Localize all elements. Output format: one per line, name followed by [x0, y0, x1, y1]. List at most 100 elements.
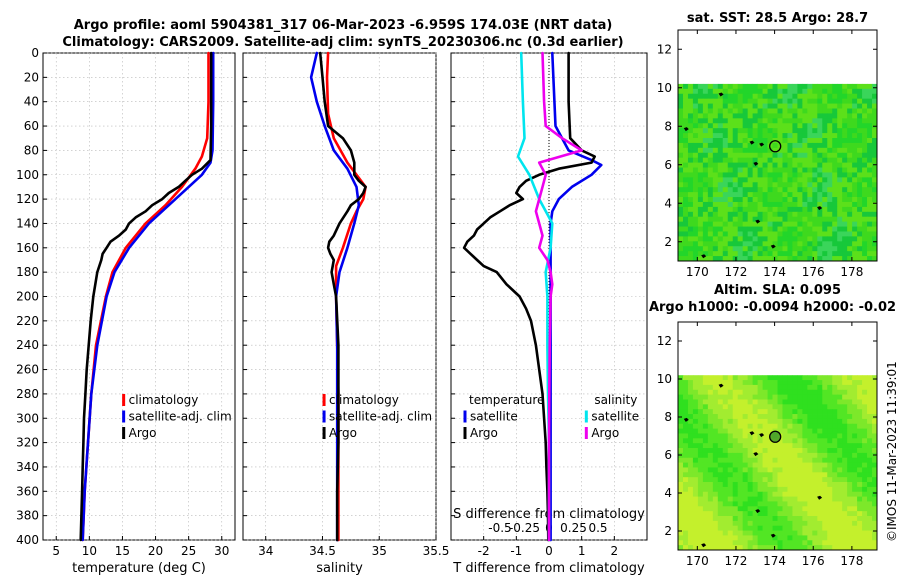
heatmap-cell	[777, 472, 783, 478]
heatmap-cell	[832, 187, 838, 193]
heatmap-cell	[702, 187, 709, 193]
heatmap-cell	[687, 103, 694, 109]
heatmap-cell	[702, 418, 709, 425]
heatmap-cell	[862, 192, 868, 198]
heatmap-cell	[792, 380, 798, 386]
island-mark	[683, 127, 689, 132]
heatmap-cell	[852, 457, 858, 463]
heatmap-cell	[678, 506, 684, 512]
heatmap-cell	[872, 88, 878, 95]
heatmap-cell	[852, 88, 858, 95]
heatmap-cell	[777, 384, 783, 391]
heatmap-cell	[787, 152, 793, 159]
heatmap-cell	[857, 152, 863, 159]
heatmap-cell	[822, 520, 828, 527]
heatmap-cell	[757, 496, 763, 502]
heatmap-cell	[872, 211, 878, 218]
heatmap-cell	[767, 525, 773, 531]
heatmap-cell	[717, 138, 724, 144]
heatmap-cell	[692, 231, 699, 237]
heatmap-cell	[867, 511, 873, 517]
heatmap-cell	[782, 389, 788, 396]
heatmap-cell	[762, 477, 768, 483]
heatmap-cell	[842, 457, 848, 463]
heatmap-cell	[777, 511, 783, 517]
figure-title-line2: Climatology: CARS2009. Satellite-adj cli…	[62, 35, 623, 50]
heatmap-cell	[837, 433, 843, 439]
heatmap-cell	[807, 103, 813, 109]
heatmap-cell	[678, 98, 684, 104]
heatmap-cell	[842, 394, 848, 400]
heatmap-cell	[847, 221, 853, 227]
heatmap-cell	[772, 448, 778, 454]
heatmap-cell	[777, 525, 783, 531]
heatmap-cell	[687, 172, 694, 178]
heatmap-cell	[822, 404, 828, 410]
heatmap-cell	[727, 496, 734, 502]
heatmap-cell	[827, 384, 833, 391]
heatmap-cell	[717, 394, 724, 400]
heatmap-cell	[797, 182, 803, 188]
heatmap-cell	[862, 384, 868, 391]
heatmap-cell	[787, 414, 793, 420]
heatmap-cell	[862, 389, 868, 396]
heatmap-cell	[827, 172, 833, 178]
heatmap-cell	[762, 389, 768, 396]
heatmap-cell	[717, 201, 724, 208]
heatmap-cell	[687, 123, 694, 129]
heatmap-cell	[692, 486, 699, 493]
heatmap-cell	[707, 491, 714, 497]
heatmap-cell	[787, 433, 793, 439]
heatmap-cell	[702, 462, 709, 468]
heatmap-cell	[827, 394, 833, 400]
heatmap-cell	[767, 472, 773, 478]
heatmap-cell	[832, 506, 838, 512]
heatmap-cell	[687, 477, 694, 483]
heatmap-cell	[832, 520, 838, 527]
heatmap-cell	[682, 486, 689, 493]
heatmap-cell	[727, 375, 734, 381]
heatmap-cell	[752, 472, 759, 478]
heatmap-cell	[822, 472, 828, 478]
heatmap-cell	[692, 142, 699, 149]
heatmap-cell	[867, 187, 873, 193]
heatmap-cell	[802, 108, 808, 114]
heatmap-cell	[767, 496, 773, 502]
heatmap-cell	[782, 182, 788, 188]
heatmap-cell	[777, 486, 783, 493]
heatmap-cell	[847, 226, 853, 232]
heatmap-cell	[787, 516, 793, 522]
heatmap-cell	[687, 448, 694, 454]
heatmap-cell	[797, 152, 803, 159]
heatmap-cell	[802, 216, 808, 223]
heatmap-cell	[702, 113, 709, 119]
x-tick-label: 34.5	[309, 544, 336, 558]
heatmap-cell	[722, 380, 729, 386]
heatmap-cell	[867, 535, 873, 541]
heatmap-cell	[707, 511, 714, 517]
heatmap-cell	[772, 389, 778, 396]
y-tick-label: 60	[24, 119, 39, 133]
heatmap-cell	[712, 138, 719, 144]
heatmap-cell	[692, 162, 699, 168]
heatmap-cell	[742, 221, 749, 227]
heatmap-cell	[687, 152, 694, 159]
heatmap-cell	[862, 525, 868, 531]
heatmap-cell	[782, 226, 788, 232]
heatmap-cell	[732, 133, 739, 139]
heatmap-cell	[687, 423, 694, 430]
heatmap-cell	[772, 211, 778, 218]
heatmap-cell	[802, 486, 808, 493]
heatmap-cell	[732, 236, 739, 242]
series-line-s-satellite	[516, 51, 554, 542]
heatmap-cell	[712, 404, 719, 410]
heatmap-cell	[702, 182, 709, 188]
heatmap-cell	[867, 520, 873, 527]
heatmap-cell	[807, 256, 813, 262]
y-tick-label: 80	[24, 143, 39, 157]
heatmap-cell	[727, 535, 734, 541]
heatmap-cell	[782, 162, 788, 168]
heatmap-cell	[757, 384, 763, 391]
heatmap-cell	[792, 128, 798, 134]
